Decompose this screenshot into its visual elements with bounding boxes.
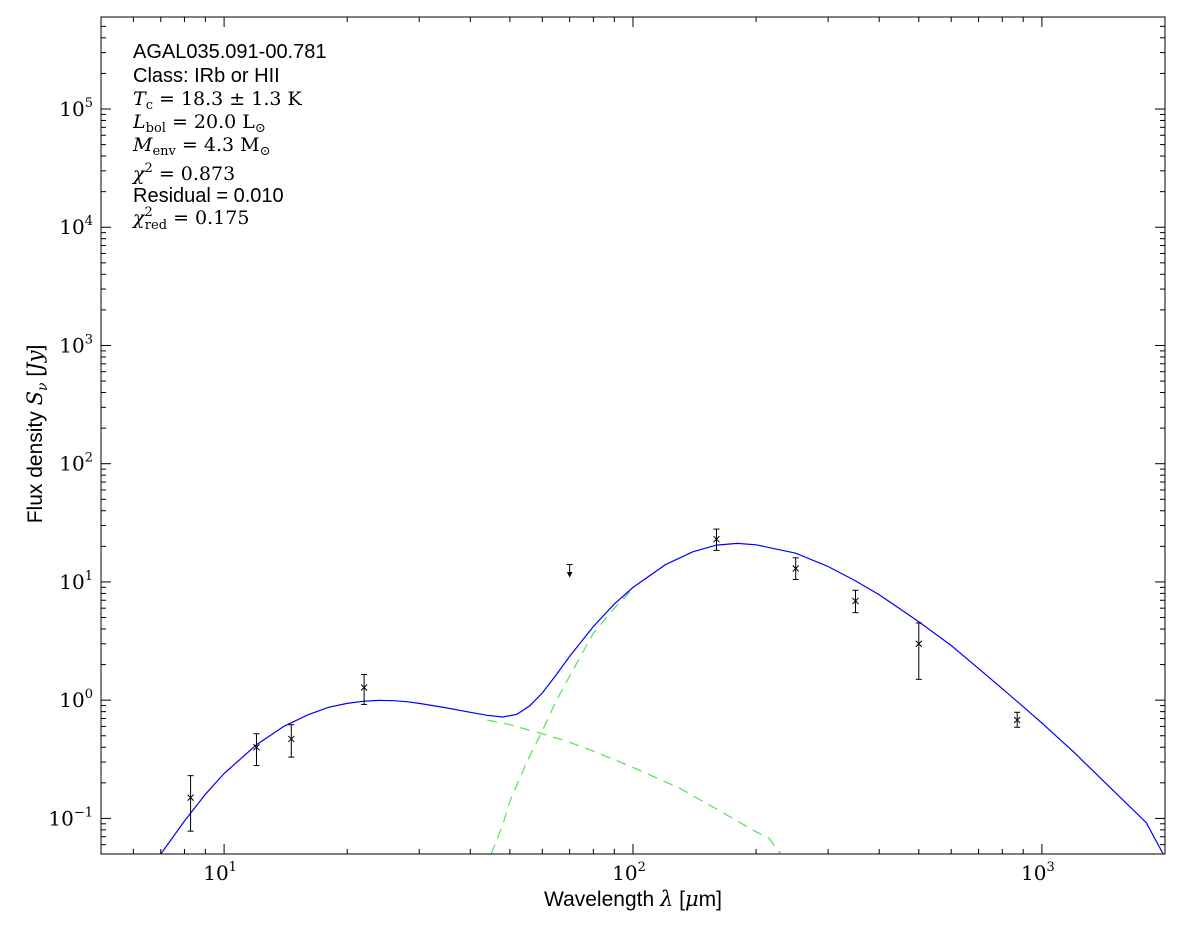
y-tick-label: 104 xyxy=(59,214,93,239)
annotation-block: AGAL035.091-00.781 Class: IRb or HII Tc … xyxy=(131,41,327,233)
x-tick-label: 103 xyxy=(1021,860,1055,885)
y-tick-label: 101 xyxy=(59,569,93,594)
data-point-marker xyxy=(792,565,800,572)
data-point-marker xyxy=(713,535,720,543)
y-tick-label: 103 xyxy=(59,332,93,357)
x-tick-label: 102 xyxy=(612,860,646,885)
data-point-marker xyxy=(360,684,368,691)
data-point-marker xyxy=(287,735,295,743)
data-point-marker xyxy=(187,794,194,801)
temperature-label: Tc = 18.3 ± 1.3 K xyxy=(133,88,303,113)
data-point-marker xyxy=(1013,716,1021,724)
envelope-mass-label: Menv = 4.3 M⊙ xyxy=(132,134,271,159)
component-curve-2 xyxy=(490,588,634,854)
axis-ticks xyxy=(100,16,1166,855)
chi-squared-label: χ2 = 0.873 xyxy=(131,161,235,185)
data-point-marker xyxy=(253,743,260,751)
tick-labels: 101 102 103 10−1 100 101 102 103 104 105 xyxy=(48,96,1054,885)
y-tick-label: 105 xyxy=(59,96,93,121)
model-curves xyxy=(160,542,1164,854)
residual-label: Residual = 0.010 xyxy=(133,185,284,207)
data-point-marker xyxy=(915,640,923,648)
chi-squared-reduced-label: χ2 red = 0.175 xyxy=(131,205,249,233)
y-tick-label: 100 xyxy=(59,687,93,712)
y-tick-label: 10−1 xyxy=(48,805,93,830)
x-axis-label: Wavelength λ [μm] xyxy=(544,887,722,911)
upper-limit-arrow xyxy=(566,572,573,578)
luminosity-label: Lbol = 20.0 L⊙ xyxy=(132,111,266,136)
data-point-marker xyxy=(852,597,859,605)
y-axis-label: Flux density Sν [Jy] xyxy=(23,345,51,524)
component-curve-1 xyxy=(487,719,782,854)
total-model-curve xyxy=(160,542,1164,854)
plot-frame xyxy=(100,16,1166,855)
source-name: AGAL035.091-00.781 xyxy=(133,41,327,63)
x-tick-label: 101 xyxy=(203,860,237,885)
y-tick-label: 102 xyxy=(59,451,93,476)
data-points xyxy=(187,528,1021,832)
source-class: Class: IRb or HII xyxy=(133,65,280,87)
